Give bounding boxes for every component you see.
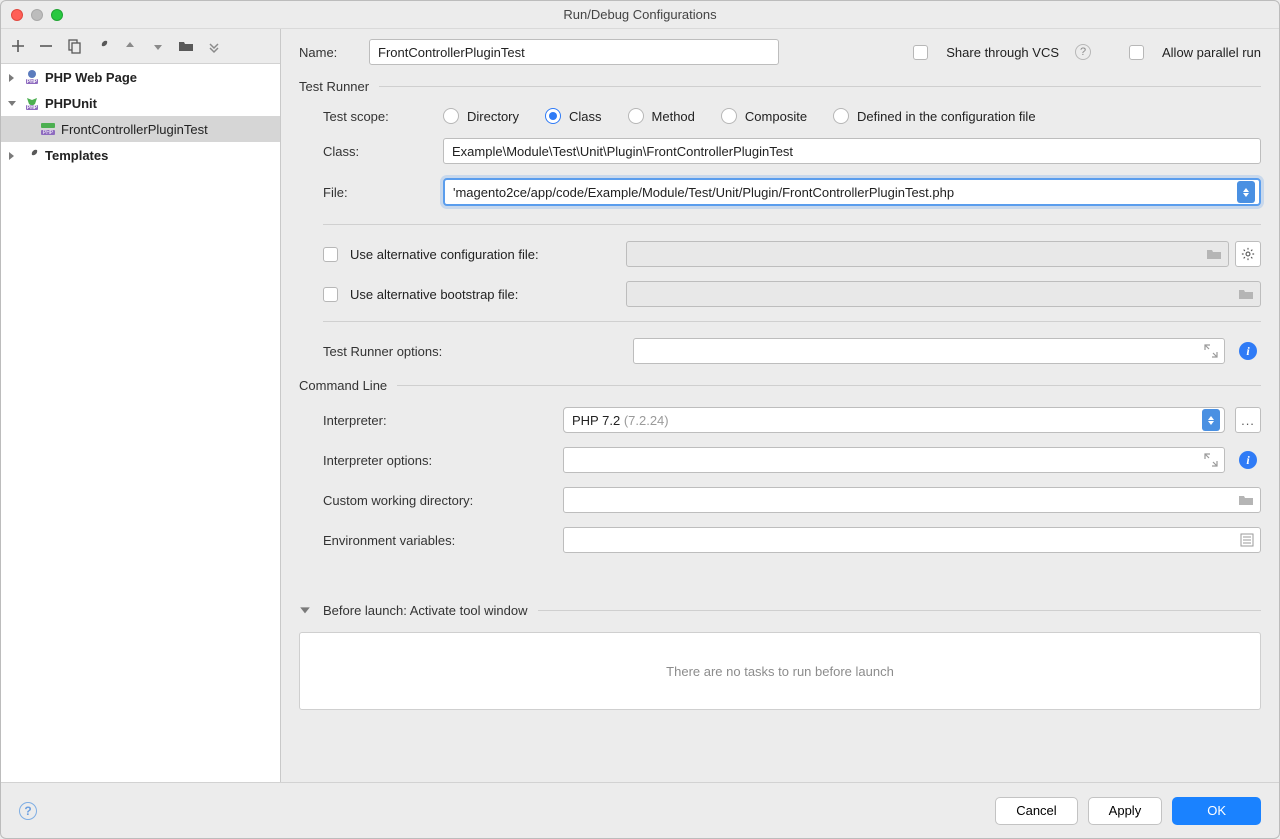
php-web-icon: PHP xyxy=(23,68,41,86)
settings-button[interactable] xyxy=(1235,241,1261,267)
file-select[interactable]: 'magento2ce/app/code/Example/Module/Test… xyxy=(443,178,1261,206)
add-icon[interactable] xyxy=(9,37,27,55)
name-value: FrontControllerPluginTest xyxy=(378,45,525,60)
zoom-icon[interactable] xyxy=(51,9,63,21)
apply-button[interactable]: Apply xyxy=(1088,797,1163,825)
chevron-updown-icon xyxy=(1237,181,1255,203)
alt-config-input xyxy=(626,241,1229,267)
remove-icon[interactable] xyxy=(37,37,55,55)
section-label: Test Runner xyxy=(299,79,369,94)
sidebar: PHP PHP Web Page PHP PHPUnit PHP FrontCo… xyxy=(1,29,281,782)
chevron-right-icon xyxy=(7,149,19,161)
down-icon[interactable] xyxy=(149,37,167,55)
tree-item-front-controller[interactable]: PHP FrontControllerPluginTest xyxy=(1,116,280,142)
info-button[interactable]: i xyxy=(1235,447,1261,473)
config-tree[interactable]: PHP PHP Web Page PHP PHPUnit PHP FrontCo… xyxy=(1,63,280,782)
file-label: File: xyxy=(323,185,433,200)
test-runner-options-input[interactable] xyxy=(633,338,1225,364)
folder-icon[interactable] xyxy=(1238,492,1254,508)
main-panel: Name: FrontControllerPluginTest Share th… xyxy=(281,29,1279,782)
folder-icon[interactable] xyxy=(1238,286,1254,302)
class-label: Class: xyxy=(323,144,433,159)
env-label: Environment variables: xyxy=(323,533,553,548)
interpreter-browse-button[interactable]: ... xyxy=(1235,407,1261,433)
up-icon[interactable] xyxy=(121,37,139,55)
radio-method[interactable]: Method xyxy=(628,108,695,124)
wrench-icon[interactable] xyxy=(93,37,111,55)
tree-item-label: PHP Web Page xyxy=(45,70,137,85)
env-input[interactable] xyxy=(563,527,1261,553)
expand-icon[interactable] xyxy=(1204,453,1218,467)
help-icon[interactable]: ? xyxy=(1075,44,1091,60)
footer: ? Cancel Apply OK xyxy=(1,782,1279,838)
cwd-input[interactable] xyxy=(563,487,1261,513)
test-scope-radios: Directory Class Method Composite Defined… xyxy=(443,108,1036,124)
empty-text: There are no tasks to run before launch xyxy=(666,664,894,679)
info-button[interactable]: i xyxy=(1235,338,1261,364)
interpreter-options-label: Interpreter options: xyxy=(323,453,553,468)
chevron-updown-icon xyxy=(1202,409,1220,431)
list-icon[interactable] xyxy=(1240,533,1254,547)
svg-text:PHP: PHP xyxy=(43,130,54,136)
interpreter-label: Interpreter: xyxy=(323,413,553,428)
allow-parallel-checkbox[interactable] xyxy=(1129,45,1144,60)
share-vcs-checkbox[interactable] xyxy=(913,45,928,60)
section-label: Command Line xyxy=(299,378,387,393)
radio-class[interactable]: Class xyxy=(545,108,602,124)
window-controls xyxy=(11,9,63,21)
close-icon[interactable] xyxy=(11,9,23,21)
class-input[interactable]: Example\Module\Test\Unit\Plugin\FrontCon… xyxy=(443,138,1261,164)
alt-config-checkbox[interactable] xyxy=(323,247,338,262)
sidebar-toolbar xyxy=(1,29,280,63)
test-scope-label: Test scope: xyxy=(323,109,433,124)
alt-bootstrap-label: Use alternative bootstrap file: xyxy=(350,287,620,302)
test-runner-section: Test Runner xyxy=(299,79,1261,94)
expand-icon[interactable] xyxy=(1204,344,1218,358)
command-line-section: Command Line xyxy=(299,378,1261,393)
radio-directory[interactable]: Directory xyxy=(443,108,519,124)
svg-text:PHP: PHP xyxy=(27,79,38,85)
alt-config-label: Use alternative configuration file: xyxy=(350,247,620,262)
before-launch-section[interactable]: Before launch: Activate tool window xyxy=(299,603,1261,618)
run-debug-window: Run/Debug Configurations PHP PHP Web Pag… xyxy=(0,0,1280,839)
allow-parallel-label: Allow parallel run xyxy=(1162,45,1261,60)
chevron-down-icon xyxy=(7,97,19,109)
radio-composite[interactable]: Composite xyxy=(721,108,807,124)
alt-bootstrap-input xyxy=(626,281,1261,307)
minimize-icon xyxy=(31,9,43,21)
interpreter-select[interactable]: PHP 7.2 (7.2.24) xyxy=(563,407,1225,433)
php-test-icon: PHP xyxy=(39,120,57,138)
cwd-label: Custom working directory: xyxy=(323,493,553,508)
chevron-down-icon xyxy=(299,605,311,617)
folder-icon[interactable] xyxy=(177,37,195,55)
more-icon[interactable] xyxy=(205,37,223,55)
section-label: Before launch: Activate tool window xyxy=(323,603,528,618)
wrench-icon xyxy=(23,146,41,164)
copy-icon[interactable] xyxy=(65,37,83,55)
tree-item-label: PHPUnit xyxy=(45,96,97,111)
tree-item-templates[interactable]: Templates xyxy=(1,142,280,168)
phpunit-icon: PHP xyxy=(23,94,41,112)
test-runner-options-label: Test Runner options: xyxy=(323,344,623,359)
cancel-button[interactable]: Cancel xyxy=(995,797,1077,825)
before-launch-list: There are no tasks to run before launch xyxy=(299,632,1261,710)
name-input[interactable]: FrontControllerPluginTest xyxy=(369,39,779,65)
radio-defined-in-file[interactable]: Defined in the configuration file xyxy=(833,108,1036,124)
window-title: Run/Debug Configurations xyxy=(1,7,1279,22)
ok-button[interactable]: OK xyxy=(1172,797,1261,825)
tree-item-label: FrontControllerPluginTest xyxy=(61,122,208,137)
interpreter-options-input[interactable] xyxy=(563,447,1225,473)
tree-item-phpunit[interactable]: PHP PHPUnit xyxy=(1,90,280,116)
share-vcs-label: Share through VCS xyxy=(946,45,1059,60)
name-label: Name: xyxy=(299,45,357,60)
chevron-right-icon xyxy=(7,71,19,83)
svg-text:PHP: PHP xyxy=(27,105,38,111)
tree-item-label: Templates xyxy=(45,148,108,163)
tree-item-php-web-page[interactable]: PHP PHP Web Page xyxy=(1,64,280,90)
titlebar: Run/Debug Configurations xyxy=(1,1,1279,29)
help-button[interactable]: ? xyxy=(19,802,37,820)
folder-icon[interactable] xyxy=(1206,246,1222,262)
alt-bootstrap-checkbox[interactable] xyxy=(323,287,338,302)
